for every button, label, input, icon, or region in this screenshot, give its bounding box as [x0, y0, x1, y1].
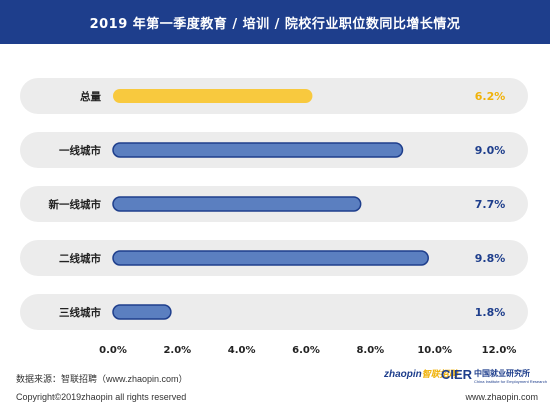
bar-chart: 总量 6.2% 一线城市 9.0% 新一线城市 7.7% 二线城市 9.8% 三线城市 1.8% 0…	[20, 78, 528, 356]
zhaopin-logo-cn: 智联招聘	[421, 369, 458, 379]
x-tick-label: 8.0%	[356, 345, 384, 356]
x-tick-label: 2.0%	[163, 345, 191, 356]
data-source: 数据来源：智联招聘（www.zhaopin.com）	[16, 374, 188, 384]
category-label: 二线城市	[59, 252, 101, 265]
x-tick-label: 6.0%	[292, 345, 320, 356]
category-label: 三线城市	[59, 306, 101, 319]
x-tick-label: 10.0%	[417, 345, 452, 356]
x-tick-label: 12.0%	[482, 345, 517, 356]
bar	[112, 142, 404, 158]
value-label: 6.2%	[475, 90, 506, 103]
zhaopin-logo: zhaopin智联招聘	[384, 367, 458, 380]
chart-title: 2019 年第一季度教育 / 培训 / 院校行业职位数同比增长情况	[0, 0, 550, 44]
value-label: 1.8%	[475, 306, 506, 319]
x-tick-label: 0.0%	[99, 345, 127, 356]
value-label: 9.0%	[475, 144, 506, 157]
bar	[112, 304, 172, 320]
footer-url: www.zhaopin.com	[465, 392, 538, 402]
zhaopin-logo-en: zhaopin	[384, 369, 422, 380]
cier-logo-en: China Institute for Employment Research	[474, 379, 547, 384]
category-label: 一线城市	[59, 144, 101, 157]
value-label: 7.7%	[475, 198, 506, 211]
copyright: Copyright©2019zhaopin all rights reserve…	[16, 392, 187, 402]
cier-logo-cn: 中国就业研究所	[474, 369, 530, 378]
category-label: 新一线城市	[49, 198, 102, 211]
cier-logo: CIER	[441, 367, 473, 382]
value-label: 9.8%	[475, 252, 506, 265]
bar	[113, 89, 313, 103]
bar	[112, 250, 429, 266]
x-tick-label: 4.0%	[228, 345, 256, 356]
row-background	[20, 294, 528, 330]
category-label: 总量	[80, 90, 101, 103]
bar	[112, 196, 362, 212]
